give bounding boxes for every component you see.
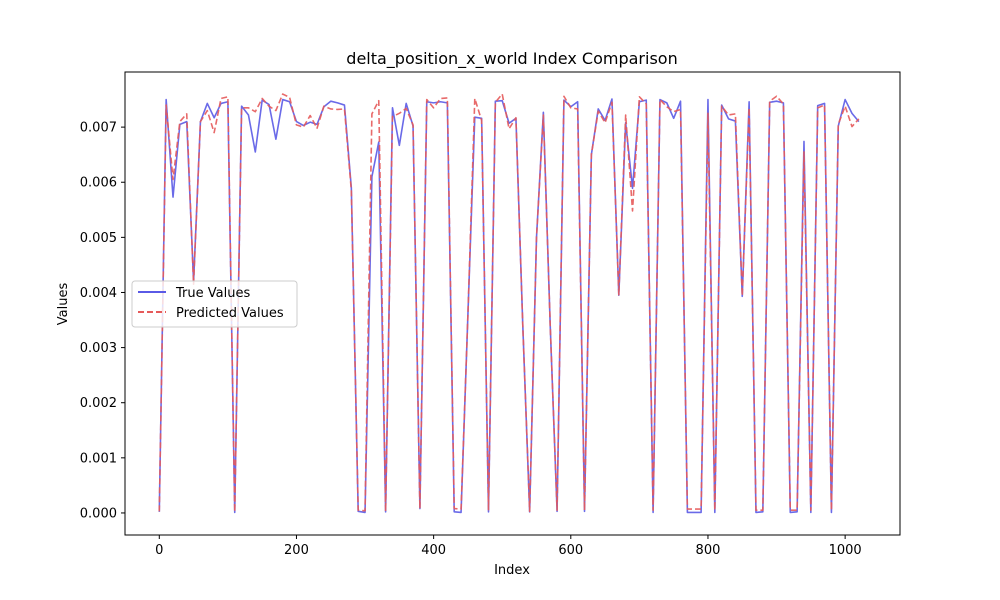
- series-line-predicted-values: [158, 93, 860, 513]
- x-tick-label: 400: [421, 543, 446, 558]
- x-tick-label: 1000: [829, 543, 862, 558]
- legend-box: [131, 280, 298, 328]
- legend-label-true: True Values: [175, 286, 250, 301]
- y-tick-label: 0.000: [80, 506, 117, 521]
- y-tick-label: 0.004: [80, 286, 117, 301]
- x-tick-label: 0: [155, 543, 163, 558]
- x-axis: 0 200 400 600 800 1000: [155, 535, 862, 558]
- legend-label-predicted: Predicted Values: [176, 306, 284, 321]
- y-tick-label: 0.003: [80, 341, 117, 356]
- y-axis-label: Values: [56, 283, 71, 326]
- x-tick-label: 800: [696, 543, 721, 558]
- plot-area: [158, 93, 860, 514]
- x-tick-label: 600: [558, 543, 583, 558]
- x-tick-label: 200: [284, 543, 309, 558]
- y-tick-label: 0.006: [80, 176, 117, 191]
- y-tick-label: 0.007: [80, 121, 117, 136]
- series-line-true-values: [158, 98, 860, 514]
- plot-frame: [124, 71, 901, 536]
- chart-title: delta_position_x_world Index Comparison: [346, 49, 677, 69]
- legend: True Values Predicted Values: [131, 280, 298, 328]
- y-tick-label: 0.001: [80, 451, 117, 466]
- y-tick-label: 0.002: [80, 396, 117, 411]
- y-axis: 0.000 0.001 0.002 0.003 0.004 0.005 0.006 0.007: [80, 121, 125, 521]
- x-axis-label: Index: [494, 563, 530, 578]
- y-tick-label: 0.005: [80, 231, 117, 246]
